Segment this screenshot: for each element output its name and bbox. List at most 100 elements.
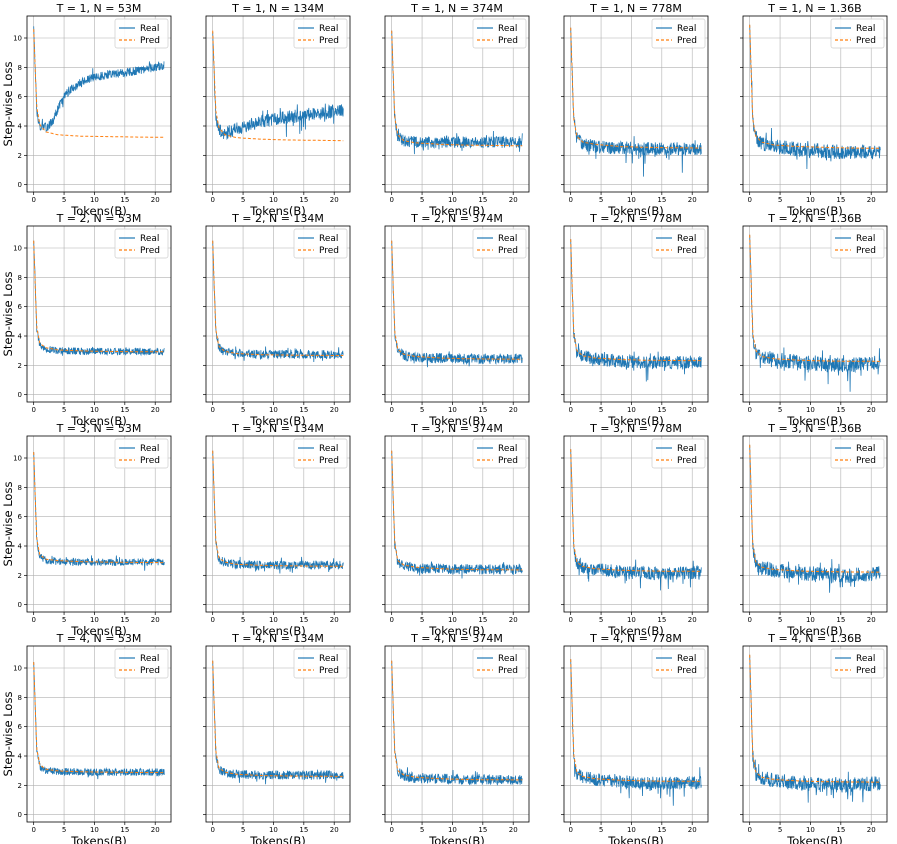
legend-box bbox=[651, 648, 706, 679]
panel-r4-c4: T = 4, N = 778M 0 5 10 15 20 Tokens(B) Real Pred bbox=[561, 632, 709, 844]
plot-frame bbox=[205, 645, 351, 823]
legend-pred-label: Pred bbox=[140, 666, 160, 676]
x-axis-label: Tokens(B) bbox=[607, 204, 664, 218]
legend-real-label: Real bbox=[498, 24, 517, 34]
legend: Real Pred bbox=[114, 228, 169, 259]
x-tick-label: 20 bbox=[867, 406, 876, 414]
x-tick-label: 20 bbox=[151, 826, 160, 834]
panel-r4-c3: T = 4, N = 374M 0 5 10 15 20 Tokens(B) Real Pred bbox=[382, 632, 530, 844]
x-tick-label: 0 bbox=[210, 826, 214, 834]
x-tick-label: 20 bbox=[509, 616, 518, 624]
panel-title: T = 4, N = 53M bbox=[56, 632, 142, 645]
x-axis-label: Tokens(B) bbox=[70, 414, 127, 428]
series-real-line bbox=[33, 26, 165, 133]
series-pred-line bbox=[391, 660, 523, 781]
x-tick-label: 0 bbox=[568, 826, 572, 834]
panel-title: T = 3, N = 134M bbox=[231, 422, 324, 435]
panel-title: T = 1, N = 53M bbox=[56, 2, 142, 15]
legend-box bbox=[472, 18, 527, 49]
x-tick-label: 10 bbox=[448, 616, 457, 624]
legend: Real Pred bbox=[114, 648, 169, 679]
x-tick-label: 5 bbox=[241, 196, 245, 204]
x-tick-label: 10 bbox=[269, 826, 278, 834]
legend-box bbox=[651, 438, 706, 469]
x-tick-label: 0 bbox=[747, 616, 751, 624]
x-tick-label: 5 bbox=[420, 826, 424, 834]
plot-frame bbox=[742, 225, 888, 403]
plot-frame bbox=[742, 15, 888, 193]
legend-pred-label: Pred bbox=[856, 456, 876, 466]
legend-box bbox=[293, 438, 348, 469]
legend-pred-label: Pred bbox=[498, 666, 518, 676]
x-tick-label: 20 bbox=[330, 196, 339, 204]
y-tick-label: 2 bbox=[18, 152, 22, 160]
y-tick-label: 2 bbox=[18, 572, 22, 580]
legend-real-label: Real bbox=[140, 444, 159, 454]
x-tick-label: 5 bbox=[62, 196, 66, 204]
y-tick-label: 6 bbox=[18, 513, 23, 521]
x-axis-label: Tokens(B) bbox=[249, 204, 306, 218]
x-tick-label: 15 bbox=[299, 826, 308, 834]
x-axis-label: Tokens(B) bbox=[428, 414, 485, 428]
x-tick-label: 15 bbox=[657, 616, 666, 624]
y-axis-label: Step-wise Loss bbox=[1, 272, 15, 357]
legend-real-label: Real bbox=[677, 444, 696, 454]
plot-frame bbox=[26, 645, 172, 823]
x-tick-label: 10 bbox=[806, 826, 815, 834]
panel-r3-c3: T = 3, N = 374M 0 5 10 15 20 Tokens(B) Real Pred bbox=[382, 422, 530, 638]
legend: Real Pred bbox=[114, 18, 169, 49]
legend-box bbox=[293, 648, 348, 679]
x-tick-label: 0 bbox=[389, 406, 393, 414]
x-axis-label: Tokens(B) bbox=[249, 624, 306, 638]
x-tick-label: 0 bbox=[568, 196, 572, 204]
panel-r3-c5: T = 3, N = 1.36B 0 5 10 15 20 Tokens(B) Real Pre… bbox=[740, 422, 888, 638]
panel-title: T = 4, N = 1.36B bbox=[767, 632, 861, 645]
x-tick-label: 15 bbox=[478, 616, 487, 624]
legend-real-label: Real bbox=[319, 24, 338, 34]
x-tick-label: 10 bbox=[806, 406, 815, 414]
legend: Real Pred bbox=[651, 228, 706, 259]
plot-frame bbox=[384, 15, 530, 193]
series-real-line bbox=[33, 662, 165, 780]
panel-r1-c5: T = 1, N = 1.36B 0 5 10 15 20 Tokens(B) Real Pre… bbox=[740, 2, 888, 218]
x-axis-label: Tokens(B) bbox=[786, 834, 843, 844]
x-tick-label: 5 bbox=[420, 616, 424, 624]
series-real-line bbox=[33, 452, 165, 571]
series-pred-line bbox=[391, 450, 523, 571]
legend-real-label: Real bbox=[677, 24, 696, 34]
x-tick-label: 5 bbox=[599, 196, 603, 204]
legend: Real Pred bbox=[830, 228, 885, 259]
series-real-line bbox=[749, 24, 881, 170]
series-real-line bbox=[570, 449, 702, 591]
y-tick-label: 8 bbox=[18, 274, 22, 282]
legend-real-label: Real bbox=[677, 654, 696, 664]
legend-box bbox=[472, 648, 527, 679]
x-tick-label: 5 bbox=[778, 196, 782, 204]
x-tick-label: 0 bbox=[31, 826, 35, 834]
panel-title: T = 1, N = 134M bbox=[231, 2, 324, 15]
x-tick-label: 5 bbox=[778, 826, 782, 834]
x-tick-label: 0 bbox=[389, 616, 393, 624]
panel-title: T = 2, N = 53M bbox=[56, 212, 142, 225]
legend-pred-label: Pred bbox=[677, 246, 697, 256]
x-axis-label: Tokens(B) bbox=[428, 204, 485, 218]
x-tick-label: 15 bbox=[657, 826, 666, 834]
x-axis-label: Tokens(B) bbox=[607, 624, 664, 638]
series-pred-line bbox=[570, 659, 702, 782]
legend-box bbox=[830, 18, 885, 49]
series-real-line bbox=[570, 27, 702, 177]
series-real-line bbox=[391, 240, 523, 368]
legend-pred-label: Pred bbox=[677, 666, 697, 676]
x-tick-label: 20 bbox=[509, 826, 518, 834]
y-tick-label: 4 bbox=[18, 123, 23, 131]
x-tick-label: 15 bbox=[120, 196, 129, 204]
series-real-line bbox=[570, 659, 702, 806]
x-tick-label: 20 bbox=[330, 616, 339, 624]
x-axis-label: Tokens(B) bbox=[249, 834, 306, 844]
legend-pred-label: Pred bbox=[856, 666, 876, 676]
plot-frame bbox=[205, 15, 351, 193]
x-axis-label: Tokens(B) bbox=[249, 414, 306, 428]
legend-real-label: Real bbox=[677, 234, 696, 244]
x-tick-label: 5 bbox=[241, 406, 245, 414]
